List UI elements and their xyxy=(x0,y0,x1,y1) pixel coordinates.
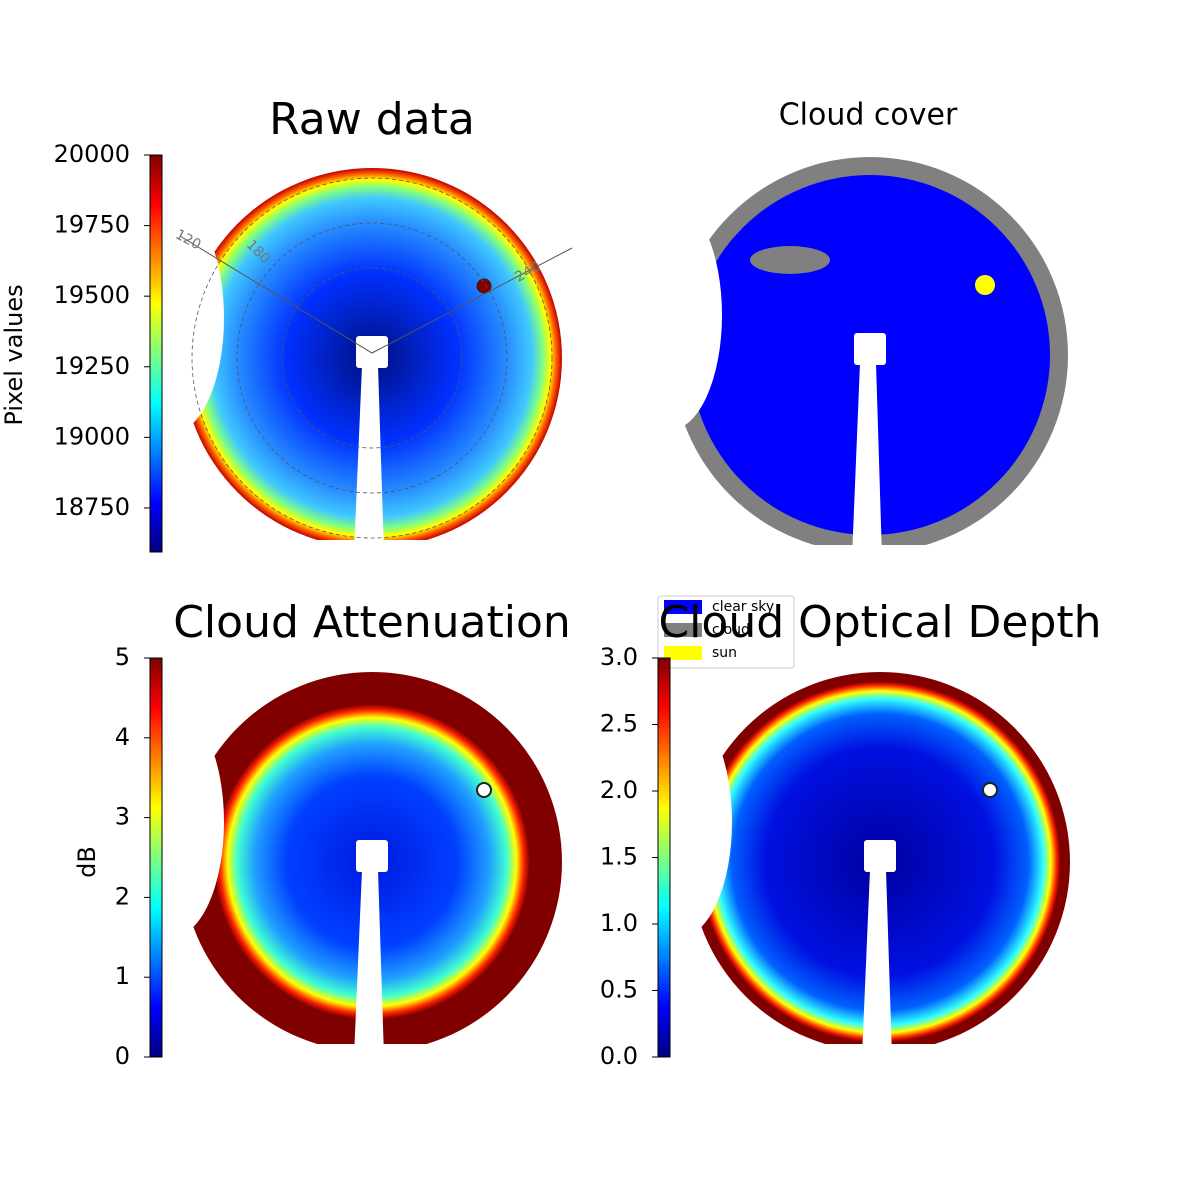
colorbar-tick-label: 0.5 xyxy=(600,976,638,1004)
camera-arm xyxy=(864,840,896,872)
legend-patch xyxy=(664,600,702,614)
panel: Cloud cover clear sky cloud sun xyxy=(618,98,1068,669)
cloud-patch xyxy=(750,246,830,274)
polar-grid xyxy=(281,267,463,449)
colorbar-tick-label: 1.5 xyxy=(600,843,638,871)
panel-title: Raw data xyxy=(269,94,475,145)
polar-grid xyxy=(191,177,553,539)
camera-arm xyxy=(356,840,388,872)
sun xyxy=(982,782,998,798)
legend-label: sun xyxy=(712,645,737,661)
sun xyxy=(476,782,492,798)
colorbar-tick-label: 19750 xyxy=(54,211,130,239)
horizon-cut xyxy=(120,707,224,937)
sun xyxy=(975,275,995,295)
colorbar-label: Pixel values xyxy=(0,284,28,425)
colorbar-tick-label: 0.0 xyxy=(600,1042,638,1070)
legend-patch xyxy=(664,623,702,637)
colorbar-tick-label: 20000 xyxy=(54,140,130,168)
colorbar-tick-label: 19500 xyxy=(54,281,130,309)
legend-label: clear sky xyxy=(712,599,774,615)
colorbar-tick-label: 2.5 xyxy=(600,710,638,738)
camera-mast xyxy=(862,870,892,1057)
colorbar-tick-label: 18750 xyxy=(54,493,130,521)
camera-mast xyxy=(354,366,384,553)
colorbar-label: dB xyxy=(73,846,101,878)
sun xyxy=(476,278,492,294)
colorbar xyxy=(149,154,163,553)
camera-mast xyxy=(852,363,882,558)
colorbar-tick-label: 3.0 xyxy=(600,643,638,671)
horizon-cut xyxy=(120,203,224,433)
colorbar-tick-label: 2 xyxy=(115,882,130,910)
panel-title: Cloud cover xyxy=(779,98,958,133)
colorbar-tick-label: 1.0 xyxy=(600,909,638,937)
horizon-cut xyxy=(618,200,722,430)
horizon-cut xyxy=(628,707,732,937)
colorbar xyxy=(149,657,163,1058)
panel-title: Cloud Attenuation xyxy=(173,597,571,648)
panel: Cloud Optical Depth 0.0 0.5 1.0 1.5 2.0 2.5 3.0 xyxy=(600,597,1102,1070)
colorbar-tick-label: 1 xyxy=(115,962,130,990)
polar-grid xyxy=(236,222,508,494)
azimuth-line xyxy=(179,235,573,354)
camera-arm xyxy=(854,333,886,365)
colorbar xyxy=(657,657,671,1058)
camera-mast xyxy=(354,870,384,1057)
colorbar-tick-label: 19000 xyxy=(54,422,130,450)
legend-patch xyxy=(664,646,702,660)
colorbar-tick-label: 19250 xyxy=(54,352,130,380)
panel: Cloud Attenuation 0 1 2 3 4 5 dB xyxy=(73,597,571,1070)
colorbar-tick-label: 3 xyxy=(115,803,130,831)
colorbar-tick-label: 2.0 xyxy=(600,776,638,804)
panel-title: Cloud Optical Depth xyxy=(658,597,1101,648)
camera-arm xyxy=(356,336,388,368)
colorbar-tick-label: 5 xyxy=(115,643,130,671)
colorbar-tick-label: 0 xyxy=(115,1042,130,1070)
legend-label: cloud xyxy=(712,622,750,638)
colorbar-tick-label: 4 xyxy=(115,723,130,751)
